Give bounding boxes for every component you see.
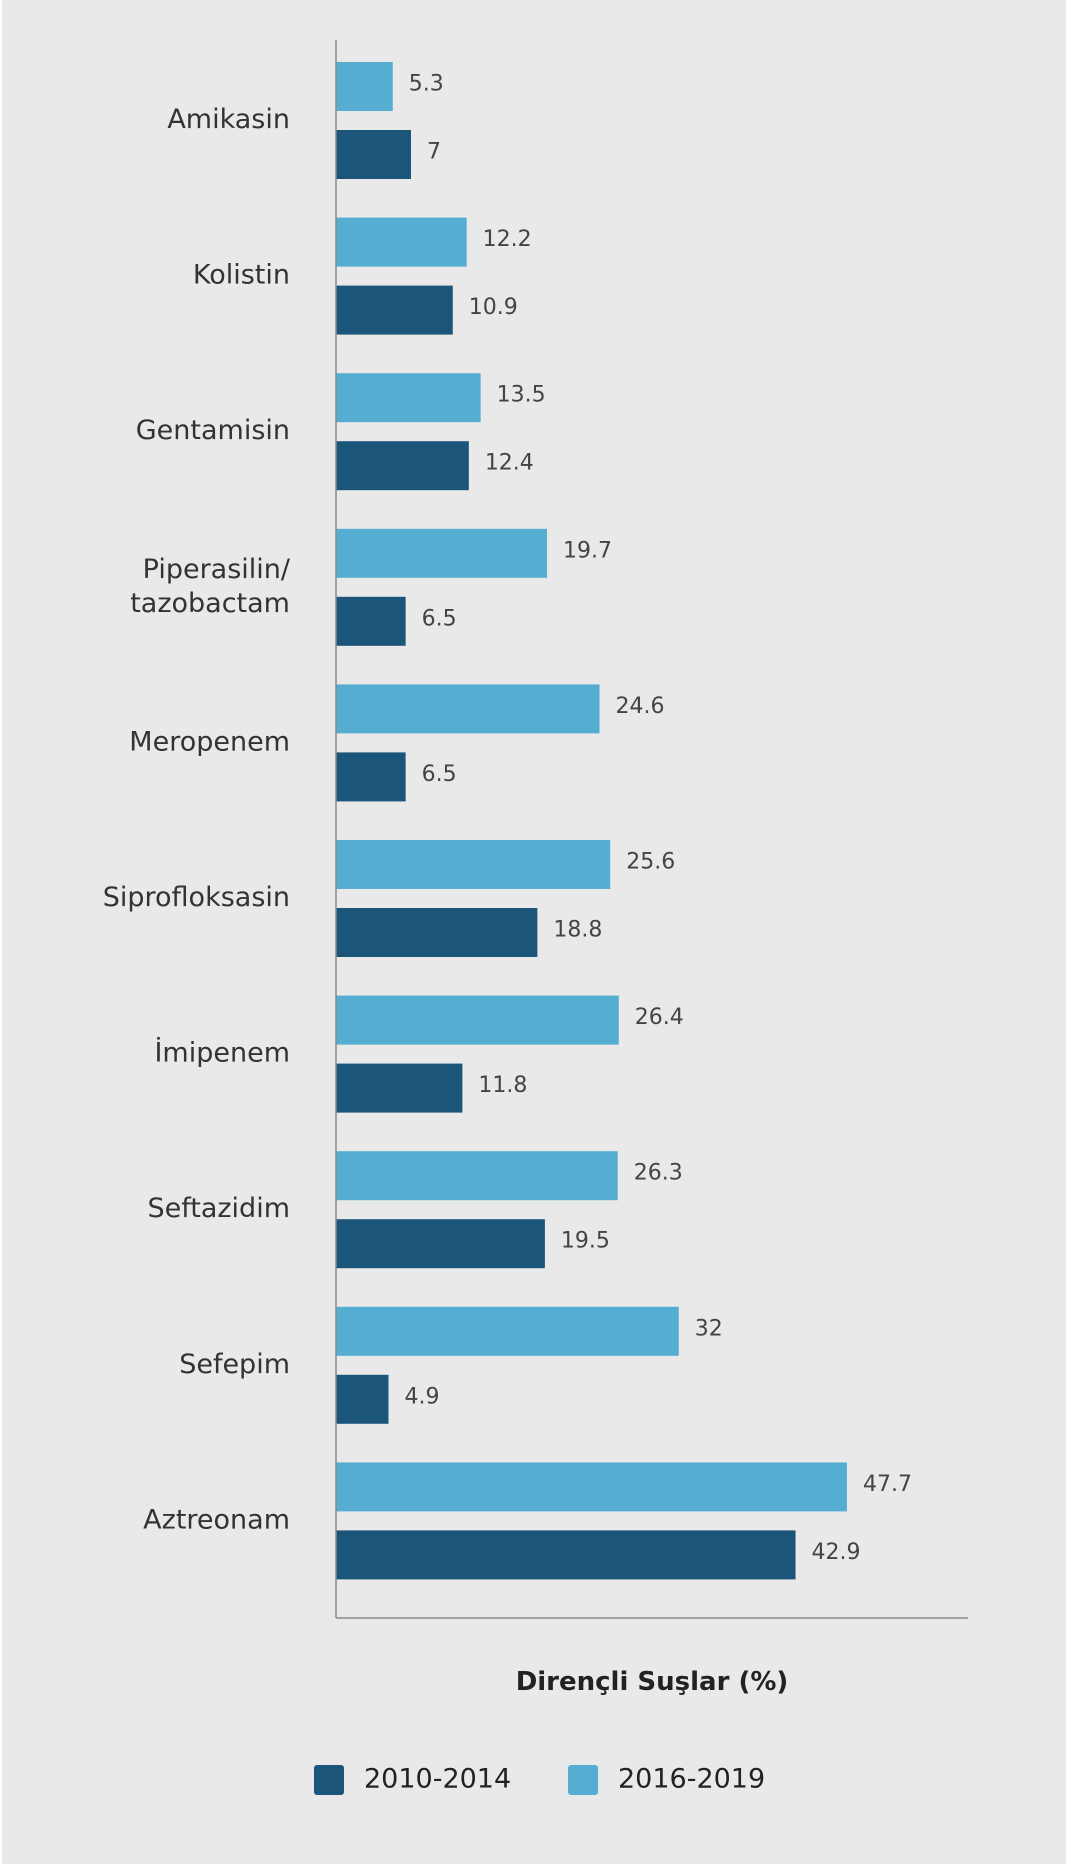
- category-label: İmipenem: [154, 1037, 290, 1069]
- legend: 2010-2014 2016-2019: [314, 1764, 765, 1795]
- data-label: 13.5: [497, 383, 546, 408]
- data-label: 7: [427, 140, 441, 165]
- data-label: 6.5: [422, 762, 457, 787]
- data-label: 26.4: [635, 1005, 684, 1030]
- bar-series-2010-2014: [336, 285, 453, 335]
- data-label: 10.9: [469, 295, 518, 320]
- bar-series-2010-2014: [336, 130, 411, 179]
- data-label: 11.8: [478, 1073, 527, 1098]
- data-label: 47.7: [863, 1472, 912, 1497]
- bar-series-2016-2019: [336, 528, 548, 578]
- category-label-line: Piperasilin/: [143, 554, 291, 585]
- category-label: Amikasin: [167, 104, 290, 135]
- data-label: 6.5: [422, 606, 457, 631]
- bar-series-2010-2014: [336, 596, 406, 646]
- category-label-line: Meropenem: [129, 726, 290, 757]
- bar-series-2016-2019: [336, 840, 611, 889]
- bar-series-2010-2014: [336, 752, 406, 802]
- bar-series-2016-2019: [336, 62, 393, 111]
- legend-swatch: [314, 1765, 344, 1795]
- data-label: 12.2: [483, 227, 532, 252]
- category-label: Piperasilin/tazobactam: [130, 554, 291, 619]
- data-label: 26.3: [634, 1161, 683, 1186]
- bar-series-2016-2019: [336, 1306, 679, 1356]
- data-label: 5.3: [409, 72, 444, 97]
- category-label-line: Siprofloksasin: [103, 882, 290, 913]
- category-label-line: tazobactam: [130, 588, 290, 619]
- data-label: 42.9: [812, 1540, 861, 1565]
- category-label: Gentamisin: [136, 415, 290, 446]
- bar-series-2010-2014: [336, 908, 538, 957]
- data-label: 24.6: [616, 694, 665, 719]
- bars-layer: [336, 62, 847, 1580]
- bar-series-2016-2019: [336, 1151, 618, 1201]
- bar-series-2010-2014: [336, 1063, 463, 1113]
- data-label: 18.8: [553, 918, 602, 943]
- bar-series-2016-2019: [336, 217, 467, 267]
- category-label-line: Gentamisin: [136, 415, 290, 446]
- category-label-line: İmipenem: [154, 1037, 290, 1069]
- bar-series-2010-2014: [336, 1530, 796, 1580]
- category-label-line: Aztreonam: [143, 1504, 290, 1535]
- category-label: Seftazidim: [147, 1193, 290, 1224]
- data-label: 25.6: [626, 850, 675, 875]
- legend-label: 2010-2014: [364, 1764, 511, 1795]
- bar-series-2016-2019: [336, 1462, 847, 1512]
- category-label-line: Amikasin: [167, 104, 290, 135]
- category-label: Siprofloksasin: [103, 882, 290, 913]
- bar-series-2016-2019: [336, 684, 600, 734]
- category-label: Meropenem: [129, 726, 290, 757]
- bar-series-2010-2014: [336, 1374, 389, 1424]
- legend-swatch: [568, 1765, 598, 1795]
- data-label: 32: [695, 1316, 723, 1341]
- category-label: Aztreonam: [143, 1504, 290, 1535]
- x-axis-title: Dirençli Suşlar (%): [516, 1667, 789, 1697]
- data-label: 19.7: [563, 538, 612, 563]
- category-label: Sefepim: [179, 1349, 290, 1380]
- bar-series-2010-2014: [336, 1219, 545, 1269]
- bar-series-2010-2014: [336, 441, 469, 491]
- category-label: Kolistin: [193, 260, 290, 291]
- category-label-line: Seftazidim: [147, 1193, 290, 1224]
- category-label-line: Kolistin: [193, 260, 290, 291]
- bar-series-2016-2019: [336, 373, 481, 423]
- data-label: 19.5: [561, 1229, 610, 1254]
- category-label-line: Sefepim: [179, 1349, 290, 1380]
- legend-label: 2016-2019: [618, 1764, 765, 1795]
- data-label: 12.4: [485, 451, 534, 476]
- data-label: 4.9: [404, 1384, 439, 1409]
- bar-series-2016-2019: [336, 995, 619, 1045]
- labels-layer: 5.3 7 Amikasin 12.2 10.9 Kolistin 13.5 12.4 Gent…: [103, 72, 912, 1565]
